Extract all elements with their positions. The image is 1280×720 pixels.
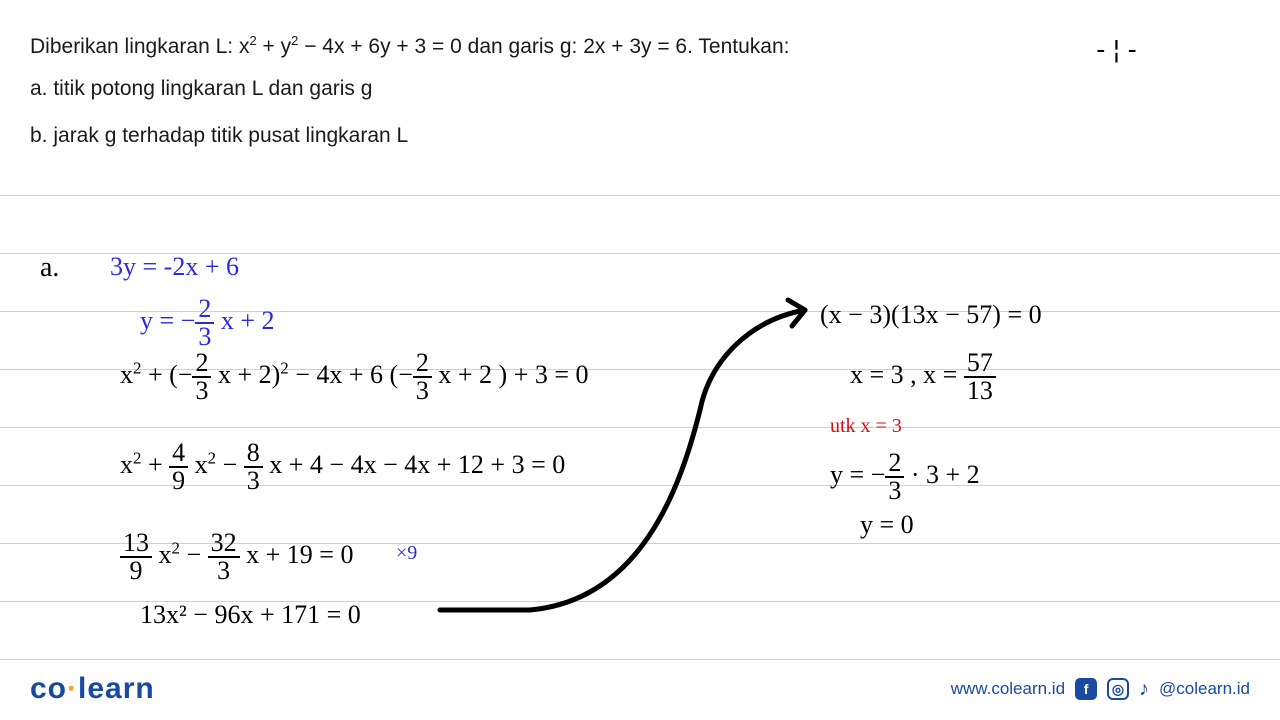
footer: co·learn www.colearn.id f ◎ ♪ @colearn.i… xyxy=(0,658,1280,720)
frac: 323 xyxy=(208,530,240,584)
work-l6: 13x² − 96x + 171 = 0 xyxy=(140,600,361,630)
sup: 2 xyxy=(280,358,288,377)
n: 2 xyxy=(192,350,211,378)
t: + xyxy=(141,450,169,479)
tiktok-icon: ♪ xyxy=(1139,678,1149,701)
n: 4 xyxy=(169,440,188,468)
t: − xyxy=(216,450,244,479)
work-l4: x2 + 49 x2 − 83 x + 4 − 4x − 4x + 12 + 3… xyxy=(120,440,565,494)
d: 3 xyxy=(244,468,263,494)
brand-a: co xyxy=(30,672,67,705)
n: 8 xyxy=(244,440,263,468)
problem-line-a: a. titik potong lingkaran L dan garis g xyxy=(30,72,1250,106)
problem-line-1: Diberikan lingkaran L: x2 + y2 − 4x + 6y… xyxy=(30,30,1250,64)
rule-line xyxy=(0,427,1280,428)
n: 13 xyxy=(120,530,152,558)
t: x = 3 , x = xyxy=(850,360,964,389)
work-r5: y = 0 xyxy=(860,510,914,540)
frac: 49 xyxy=(169,440,188,494)
frac: 23 xyxy=(413,350,432,404)
brand-b: learn xyxy=(78,672,155,705)
t: x xyxy=(188,450,208,479)
d: 3 xyxy=(413,378,432,404)
txt: − 4x + 6y + 3 = 0 dan garis g: 2x + 3y =… xyxy=(298,35,789,58)
facebook-icon: f xyxy=(1075,678,1097,700)
t: x + 19 = 0 xyxy=(240,540,354,569)
txt: Diberikan lingkaran L: x xyxy=(30,35,249,58)
brand-dot: · xyxy=(67,672,78,705)
t: x + 4 − 4x − 4x + 12 + 3 = 0 xyxy=(263,450,565,479)
frac: 139 xyxy=(120,530,152,584)
work-r2: x = 3 , x = 5713 xyxy=(850,350,996,404)
n: 32 xyxy=(208,530,240,558)
sup: 2 xyxy=(249,33,256,48)
problem-statement: Diberikan lingkaran L: x2 + y2 − 4x + 6y… xyxy=(0,0,1280,171)
t: · 3 + 2 xyxy=(904,460,979,489)
d: 9 xyxy=(127,558,146,584)
work-l3: x2 + (−23 x + 2)2 − 4x + 6 (−23 x + 2 ) … xyxy=(120,350,589,404)
txt: + y xyxy=(257,35,291,58)
frac: 23 xyxy=(192,350,211,404)
d: 9 xyxy=(169,468,188,494)
t: x xyxy=(120,360,133,389)
cursor-mark: -¦- xyxy=(1093,35,1140,65)
n: 57 xyxy=(964,350,996,378)
d: 3 xyxy=(214,558,233,584)
work-r1: (x − 3)(13x − 57) = 0 xyxy=(820,300,1042,330)
d: 3 xyxy=(195,324,214,350)
t: x + 2 xyxy=(214,306,274,335)
label-a: a. xyxy=(40,252,59,284)
n: 2 xyxy=(195,296,214,324)
work-l1: 3y = -2x + 6 xyxy=(110,252,239,282)
t: − xyxy=(180,540,208,569)
rule-line xyxy=(0,195,1280,196)
t: + (− xyxy=(141,360,192,389)
t: y = − xyxy=(140,306,195,335)
problem-line-b: b. jarak g terhadap titik pusat lingkara… xyxy=(30,119,1250,153)
work-l5: 139 x2 − 323 x + 19 = 0 xyxy=(120,530,353,584)
t: x xyxy=(152,540,172,569)
work-l2: y = −23 x + 2 xyxy=(140,296,275,350)
work-l5-note: ×9 xyxy=(396,542,417,565)
work-r3: utk x = 3 xyxy=(830,415,902,438)
t: x xyxy=(120,450,133,479)
n: 2 xyxy=(413,350,432,378)
footer-right: www.colearn.id f ◎ ♪ @colearn.id xyxy=(951,678,1250,701)
footer-handle: @colearn.id xyxy=(1159,679,1250,699)
sup: 2 xyxy=(172,538,180,557)
frac: 23 xyxy=(885,450,904,504)
instagram-icon: ◎ xyxy=(1107,678,1129,700)
d: 3 xyxy=(192,378,211,404)
n: 2 xyxy=(885,450,904,478)
d: 13 xyxy=(964,378,996,404)
d: 3 xyxy=(885,478,904,504)
t: x + 2) xyxy=(211,360,280,389)
frac: 5713 xyxy=(964,350,996,404)
brand-logo: co·learn xyxy=(30,672,155,706)
work-r4: y = −23 · 3 + 2 xyxy=(830,450,980,504)
sup: 2 xyxy=(208,448,216,467)
frac: 83 xyxy=(244,440,263,494)
t: x + 2 ) + 3 = 0 xyxy=(432,360,589,389)
frac: 23 xyxy=(195,296,214,350)
t: y = − xyxy=(830,460,885,489)
footer-url: www.colearn.id xyxy=(951,679,1065,699)
t: − 4x + 6 (− xyxy=(289,360,413,389)
